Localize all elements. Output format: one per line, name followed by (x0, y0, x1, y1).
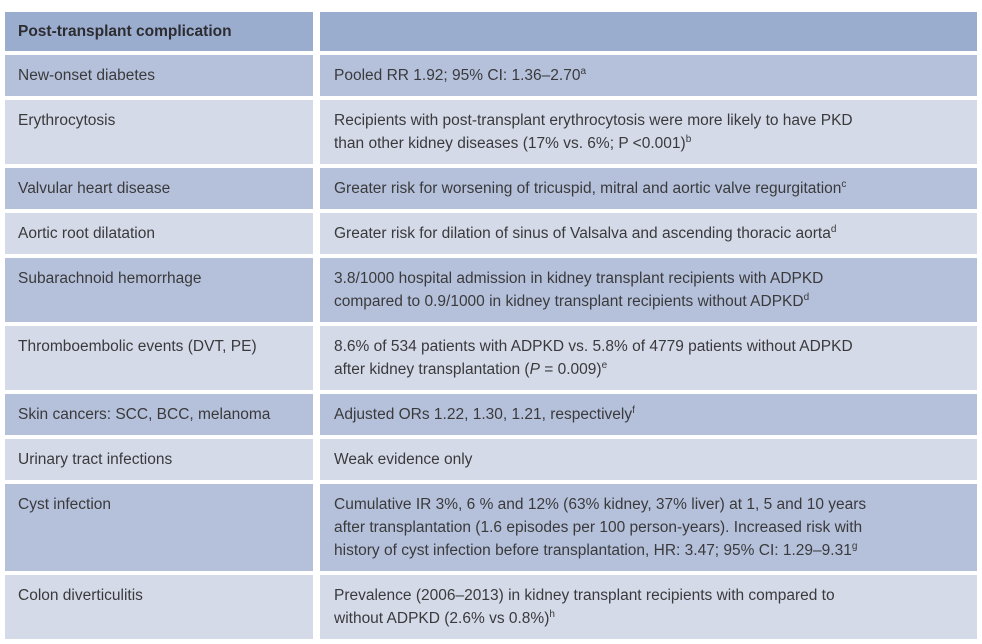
footnote-superscript: f (632, 404, 635, 416)
table-row: Urinary tract infections Weak evidence on… (5, 439, 977, 480)
footnote-superscript: d (803, 291, 810, 303)
footnote-superscript: a (580, 65, 587, 77)
footnote-superscript: d (830, 223, 837, 235)
finding-cell: Prevalence (2006–2013) in kidney transpl… (320, 575, 977, 639)
finding-cell: Cumulative IR 3%, 6 % and 12% (63% kidne… (320, 484, 977, 571)
finding-cell: Recipients with post-transplant erythroc… (320, 100, 977, 164)
table-row: Subarachnoid hemorrhage 3.8/1000 hospital… (5, 258, 977, 322)
complication-cell: Subarachnoid hemorrhage (5, 258, 313, 322)
footnote-superscript: h (549, 608, 555, 620)
complications-table-body: New-onset diabetes Pooled RR 1.92; 95% CI… (5, 55, 977, 639)
complication-cell: Colon diverticulitis (5, 575, 313, 639)
complication-cell: Urinary tract infections (5, 439, 313, 480)
table-row: Cyst infection Cumulative IR 3%, 6 % and … (5, 484, 977, 571)
finding-cell: Adjusted ORs 1.22, 1.30, 1.21, respectiv… (320, 394, 977, 435)
table-row: Skin cancers: SCC, BCC, melanoma Adjusted… (5, 394, 977, 435)
complications-table: Post-transplant complication New-onset d… (5, 12, 977, 643)
finding-cell: Greater risk for worsening of tricuspid,… (320, 168, 977, 209)
complication-cell: Valvular heart disease (5, 168, 313, 209)
finding-cell: Weak evidence only (320, 439, 977, 480)
finding-cell: Greater risk for dilation of sinus of Va… (320, 213, 977, 254)
footnote-superscript: g (851, 540, 858, 552)
table-row: Valvular heart disease Greater risk for w… (5, 168, 977, 209)
finding-cell: 8.6% of 534 patients with ADPKD vs. 5.8%… (320, 326, 977, 390)
table-row: Colon diverticulitis Prevalence (2006–201… (5, 575, 977, 639)
table-header-row: Post-transplant complication (5, 12, 977, 51)
finding-cell: Pooled RR 1.92; 95% CI: 1.36–2.70a (320, 55, 977, 96)
table-row: Aortic root dilatation Greater risk for d… (5, 213, 977, 254)
footnote-superscript: e (601, 359, 608, 371)
header-complication-cell: Post-transplant complication (5, 12, 313, 51)
header-empty-cell (320, 12, 977, 51)
footnote-superscript: b (685, 133, 692, 145)
complication-cell: Skin cancers: SCC, BCC, melanoma (5, 394, 313, 435)
footnote-superscript: c (841, 178, 847, 190)
complication-cell: Cyst infection (5, 484, 313, 571)
table-row: New-onset diabetes Pooled RR 1.92; 95% CI… (5, 55, 977, 96)
table-row: Thromboembolic events (DVT, PE) 8.6% of 5… (5, 326, 977, 390)
finding-cell: 3.8/1000 hospital admission in kidney tr… (320, 258, 977, 322)
complication-cell: New-onset diabetes (5, 55, 313, 96)
complication-cell: Erythrocytosis (5, 100, 313, 164)
complication-cell: Thromboembolic events (DVT, PE) (5, 326, 313, 390)
table-row: Erythrocytosis Recipients with post-trans… (5, 100, 977, 164)
complication-cell: Aortic root dilatation (5, 213, 313, 254)
